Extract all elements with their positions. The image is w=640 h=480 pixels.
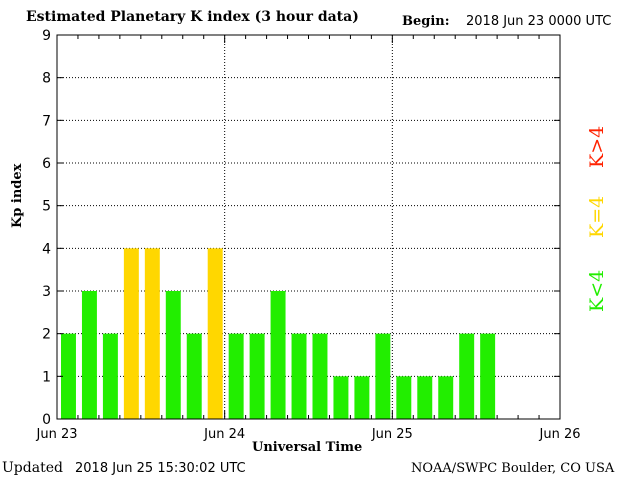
kp-bar [81,291,97,419]
x-tick-label: Jun 26 [539,427,581,442]
kp-bar [102,333,118,419]
kp-bar [459,333,475,419]
kp-bar [123,248,139,419]
x-tick-label: Jun 25 [371,427,413,442]
kp-bar [417,376,433,419]
y-tick-label: 3 [42,284,51,300]
updated-label: Updated [2,460,63,476]
x-axis-label: Universal Time [252,440,363,455]
updated-value: 2018 Jun 25 15:30:02 UTC [75,461,246,476]
kp-bar [228,333,244,419]
kp-bar [480,333,496,419]
y-tick-label: 2 [42,327,51,343]
y-tick-label: 6 [42,156,51,172]
credit-text: NOAA/SWPC Boulder, CO USA [411,461,615,476]
kp-bar [375,333,391,419]
kp-bar [291,333,307,419]
kp-bar [165,291,181,419]
legend-equal-4: K=4 [586,195,608,238]
kp-bar [61,333,76,419]
kp-bar [438,376,454,419]
y-tick-label: 4 [42,241,51,257]
kp-bar [186,333,202,419]
kp-bar [354,376,370,419]
kp-bar [270,291,286,419]
kp-bar [312,333,328,419]
chart-title: Estimated Planetary K index (3 hour data… [26,9,359,25]
kp-bar [396,376,412,419]
y-tick-label: 9 [42,28,51,44]
kp-bar [333,376,349,419]
x-tick-label: Jun 23 [36,427,78,442]
y-tick-label: 1 [42,369,51,385]
legend-below-4: K<4 [586,269,608,312]
x-tick-label: Jun 24 [203,427,245,442]
kp-bar [207,248,223,419]
y-tick-label: 0 [42,412,51,428]
kp-bar [144,248,160,419]
kp-bar [249,333,265,419]
y-tick-label: 5 [42,199,51,215]
y-tick-label: 7 [42,113,51,129]
begin-value: 2018 Jun 23 0000 UTC [466,14,612,29]
begin-label: Begin: [402,14,450,29]
y-tick-label: 8 [42,71,51,87]
legend-above-4: K>4 [586,125,608,168]
